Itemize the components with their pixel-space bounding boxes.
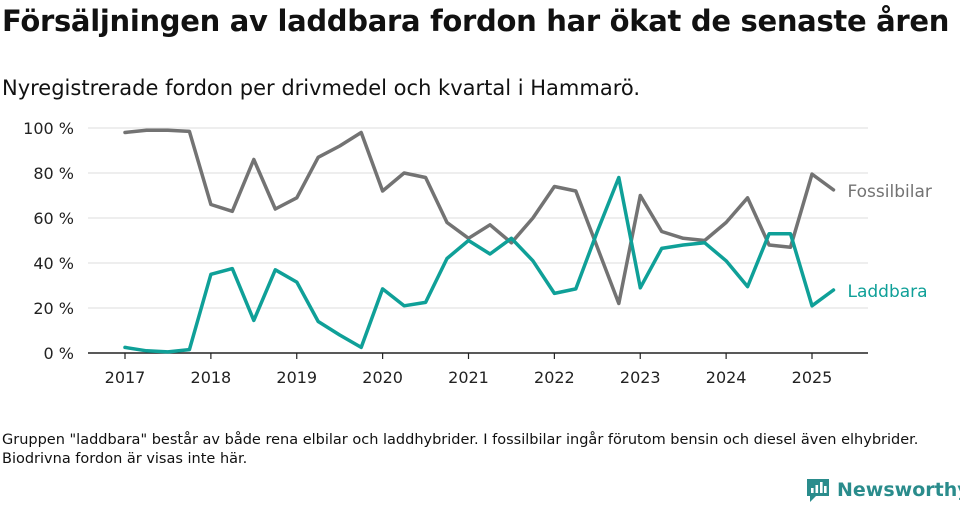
y-tick-label: 40 % <box>33 254 74 273</box>
series-labels: Fossilbilar Laddbara <box>847 182 931 302</box>
x-tick-label: 2021 <box>448 368 489 387</box>
chart-title: Försäljningen av laddbara fordon har öka… <box>2 4 950 38</box>
y-tick-label: 80 % <box>33 164 74 183</box>
series-label-fossilbilar: Fossilbilar <box>847 182 931 202</box>
line-chart: 0 % 20 % 40 % 60 % 80 % 100 % 2017 2018 2019 202… <box>23 119 932 387</box>
newsworthy-logo-icon <box>807 479 829 502</box>
y-axis-ticks: 0 % 20 % 40 % 60 % 80 % 100 % <box>23 119 74 363</box>
x-tick-label: 2024 <box>706 368 747 387</box>
y-tick-label: 0 % <box>44 344 74 363</box>
y-tick-label: 100 % <box>23 119 74 138</box>
series-line-laddbara <box>123 175 836 354</box>
y-tick-label: 60 % <box>33 209 74 228</box>
chart-subtitle: Nyregistrerade fordon per drivmedel och … <box>2 76 641 100</box>
y-tick-label: 20 % <box>33 299 74 318</box>
x-tick-label: 2020 <box>362 368 403 387</box>
x-tick-label: 2019 <box>276 368 317 387</box>
x-tick-label: 2025 <box>792 368 833 387</box>
series-line-fossilbilar <box>123 128 836 306</box>
brand-name: Newsworthy <box>837 479 960 501</box>
footnote: Gruppen "laddbara" består av både rena e… <box>2 432 919 467</box>
series-label-laddbara: Laddbara <box>847 282 927 302</box>
x-tick-label: 2023 <box>620 368 661 387</box>
x-tick-label: 2022 <box>534 368 575 387</box>
x-tick-label: 2018 <box>191 368 232 387</box>
brand-logo: Newsworthy <box>805 475 960 505</box>
grid-lines <box>88 127 868 309</box>
x-axis: 2017 2018 2019 2020 2021 2022 2023 2024 2025 <box>88 352 868 387</box>
series-lines <box>123 128 836 354</box>
x-tick-label: 2017 <box>105 368 146 387</box>
